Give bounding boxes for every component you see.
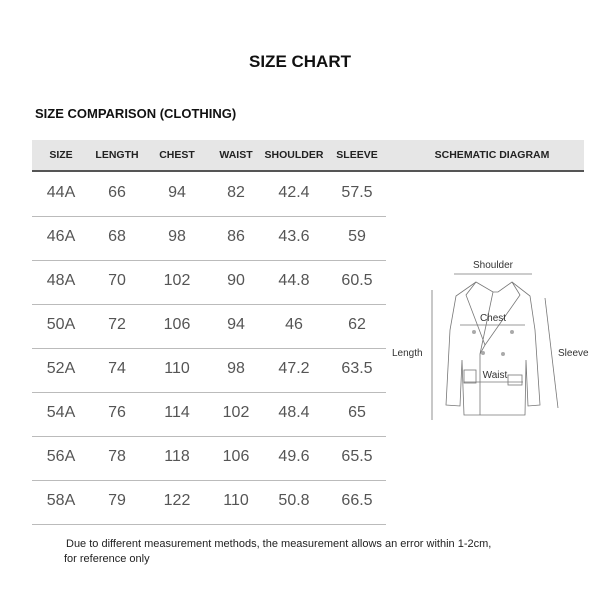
table-row: 52A 74 110 98 47.2 63.5 [32, 348, 386, 393]
cell-shoulder: 47.2 [278, 360, 310, 377]
table-row: 58A 79 122 110 50.8 66.5 [32, 480, 386, 525]
label-length: Length [392, 348, 423, 359]
cell-sleeve: 65 [348, 404, 366, 421]
cell-size: 52A [46, 360, 76, 377]
header-schematic: SCHEMATIC DIAGRAM [434, 149, 550, 161]
cell-waist: 94 [227, 316, 245, 333]
cell-sleeve: 63.5 [341, 360, 373, 377]
measurement-note: Due to different measurement methods, th… [64, 537, 492, 567]
cell-waist: 90 [227, 272, 245, 289]
note-line-2: for reference only [64, 553, 150, 565]
page-title: SIZE CHART [249, 52, 351, 71]
cell-waist: 102 [222, 404, 250, 421]
table-row: 50A 72 106 94 46 62 [32, 304, 386, 349]
cell-waist: 110 [223, 492, 249, 509]
cell-chest: 98 [168, 228, 186, 245]
jacket-schematic-diagram: Shoulder Chest Waist Length Sleeve [392, 260, 589, 420]
cell-chest: 118 [164, 448, 190, 465]
cell-waist: 98 [227, 360, 245, 377]
table-row: 48A 70 102 90 44.8 60.5 [32, 260, 386, 305]
table-row: 56A 78 118 106 49.6 65.5 [32, 436, 386, 481]
note-line-1: Due to different measurement methods, th… [66, 538, 492, 550]
cell-size: 48A [46, 272, 76, 289]
cell-chest: 94 [168, 184, 186, 201]
header-shoulder: SHOULDER [264, 149, 324, 161]
header-sleeve: SLEEVE [336, 149, 378, 161]
header-size: SIZE [49, 149, 73, 161]
label-waist: Waist [483, 370, 508, 381]
cell-size: 50A [46, 316, 76, 333]
cell-length: 74 [108, 360, 126, 377]
cell-shoulder: 46 [285, 316, 303, 333]
cell-size: 44A [46, 184, 76, 201]
cell-length: 72 [108, 316, 126, 333]
table-row: 54A 76 114 102 48.4 65 [32, 392, 386, 437]
header-length: LENGTH [95, 149, 139, 161]
cell-length: 78 [108, 448, 126, 465]
cell-chest: 114 [164, 404, 190, 421]
cell-chest: 122 [163, 492, 191, 509]
label-chest: Chest [480, 313, 506, 324]
table-header: SIZE LENGTH CHEST WAIST SHOULDER SLEEVE … [32, 140, 584, 172]
cell-shoulder: 50.8 [278, 492, 310, 509]
cell-sleeve: 66.5 [341, 492, 373, 509]
cell-sleeve: 60.5 [341, 272, 373, 289]
cell-shoulder: 42.4 [278, 184, 310, 201]
cell-size: 54A [46, 404, 76, 421]
section-title: SIZE COMPARISON (CLOTHING) [35, 106, 237, 121]
label-shoulder: Shoulder [473, 260, 514, 271]
table-row: 46A 68 98 86 43.6 59 [32, 216, 386, 261]
cell-sleeve: 62 [348, 316, 366, 333]
cell-shoulder: 48.4 [278, 404, 310, 421]
cell-shoulder: 43.6 [278, 228, 310, 245]
cell-length: 66 [108, 184, 126, 201]
label-sleeve: Sleeve [558, 348, 589, 359]
jacket-outline [445, 281, 541, 416]
cell-waist: 86 [227, 228, 245, 245]
cell-size: 58A [46, 492, 76, 509]
cell-shoulder: 44.8 [278, 272, 310, 289]
cell-waist: 82 [227, 184, 245, 201]
cell-chest: 102 [163, 272, 191, 289]
header-waist: WAIST [219, 149, 253, 161]
cell-length: 70 [108, 272, 126, 289]
cell-sleeve: 65.5 [341, 448, 373, 465]
table-row: 44A 66 94 82 42.4 57.5 [32, 172, 386, 217]
cell-length: 76 [108, 404, 126, 421]
cell-length: 79 [108, 492, 126, 509]
cell-length: 68 [108, 228, 126, 245]
cell-sleeve: 59 [348, 228, 366, 245]
cell-shoulder: 49.6 [278, 448, 310, 465]
cell-sleeve: 57.5 [341, 184, 373, 201]
cell-chest: 110 [164, 360, 190, 377]
cell-size: 56A [46, 448, 76, 465]
header-chest: CHEST [159, 149, 195, 161]
cell-waist: 106 [222, 448, 250, 465]
sleeve-arrow [544, 297, 559, 409]
cell-chest: 106 [163, 316, 191, 333]
cell-size: 46A [46, 228, 76, 245]
